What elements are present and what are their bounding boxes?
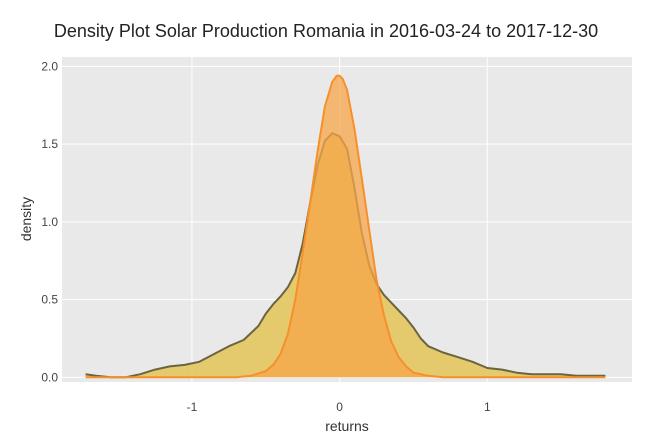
y-tick-label-3: 1.5: [41, 137, 58, 151]
series-layer: [85, 74, 606, 379]
y-axis-label: density: [18, 197, 34, 241]
chart-title: Density Plot Solar Production Romania in…: [54, 21, 598, 41]
y-tick-label-0: 0.0: [41, 370, 58, 384]
y-tick-label-4: 2.0: [41, 59, 58, 73]
tick-layer: -1 0 1 0.0 0.5 1.0 1.5 2.0: [41, 59, 491, 414]
density-area-2: [85, 75, 606, 378]
y-tick-label-1: 0.5: [41, 293, 58, 307]
x-tick-label-0: -1: [187, 400, 198, 414]
x-tick-label-2: 1: [484, 400, 491, 414]
density-line-2: [85, 74, 606, 379]
y-tick-label-2: 1.0: [41, 215, 58, 229]
x-tick-label-1: 0: [336, 400, 343, 414]
x-axis-label: returns: [325, 418, 369, 434]
